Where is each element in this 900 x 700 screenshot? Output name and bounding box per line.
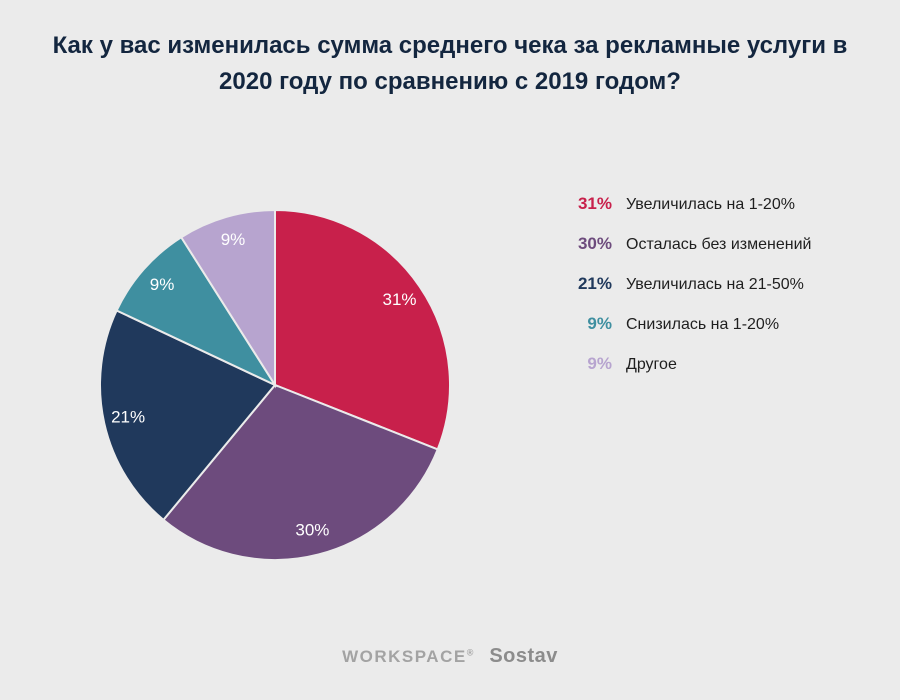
legend-label: Увеличилась на 1-20% [626, 196, 795, 213]
legend-percent: 31% [577, 194, 612, 213]
pie-slice-1 [274, 208, 451, 451]
registered-mark-icon: ® [466, 647, 474, 658]
sostav-logo: Sostav [489, 645, 558, 667]
legend-percent: 21% [577, 274, 612, 293]
legend-percent: 9% [587, 354, 612, 373]
pie-slice-label: 30% [295, 520, 329, 539]
legend-item: 9% Другое [566, 352, 811, 376]
chart-title: Как у вас изменилась сумма среднего чека… [52, 32, 848, 95]
workspace-logo: WORKSPACE® [342, 647, 473, 667]
legend-percent: 30% [577, 234, 612, 253]
legend-percent: 9% [587, 314, 612, 333]
pie-slice-4 [115, 235, 278, 388]
pie-slice-2 [162, 383, 440, 561]
pie-slice-label: 31% [382, 290, 416, 309]
legend-item: 31% Увеличилась на 1-20% [566, 192, 811, 216]
legend-label: Снизилась на 1-20% [626, 316, 780, 333]
pie-slice-label: 21% [111, 407, 145, 426]
workspace-logo-text: WORKSPACE [342, 647, 467, 666]
legend: 31% Увеличилась на 1-20% 30% Осталась без и… [566, 192, 811, 392]
pie-chart: 31% 30% 21% 9% 9% [99, 208, 451, 561]
pie-slice-3 [99, 309, 277, 522]
footer: WORKSPACE® Sostav [0, 645, 900, 668]
pie-slice-5 [179, 208, 276, 389]
legend-item: 9% Снизилась на 1-20% [566, 312, 811, 336]
legend-label: Увеличилась на 21-50% [626, 276, 804, 293]
legend-label: Другое [626, 356, 677, 373]
pie-slice-label: 9% [221, 230, 246, 249]
legend-item: 21% Увеличилась на 21-50% [566, 272, 811, 296]
pie-slice-label: 9% [150, 275, 175, 294]
legend-label: Осталась без изменений [626, 236, 812, 253]
legend-item: 30% Осталась без изменений [566, 232, 811, 256]
